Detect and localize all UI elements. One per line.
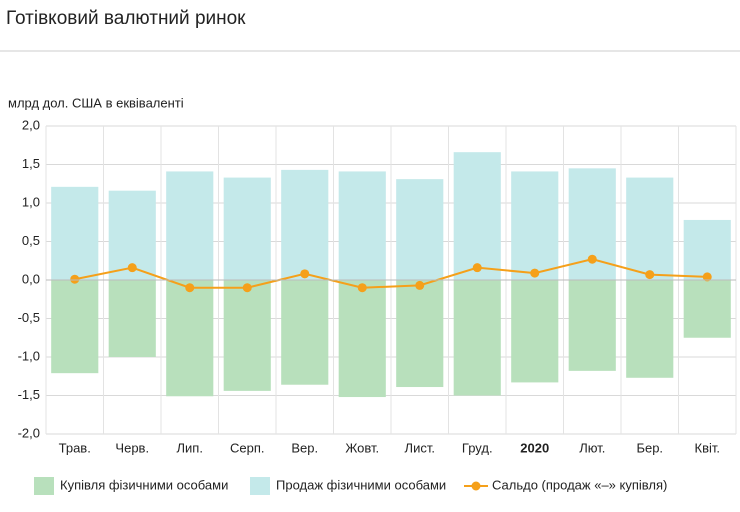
point — [70, 274, 80, 284]
y-tick-label: 2,0 — [22, 117, 40, 132]
x-tick-label: Вер. — [291, 440, 318, 455]
y-tick-label: 0,0 — [22, 271, 40, 286]
legend-label: Продаж фізичними особами — [276, 477, 446, 492]
bar — [108, 280, 156, 357]
point — [127, 263, 137, 273]
bar — [453, 152, 501, 280]
bar — [683, 280, 731, 338]
bar — [223, 280, 271, 391]
legend-label: Сальдо (продаж «–» купівля) — [492, 477, 667, 492]
point — [185, 283, 195, 293]
y-tick-label: -1,0 — [18, 348, 40, 363]
point — [645, 270, 655, 280]
point — [472, 263, 482, 273]
x-tick-label: Жовт. — [345, 440, 379, 455]
y-tick-label: -1,5 — [18, 387, 40, 402]
bar — [281, 280, 329, 385]
bar — [223, 177, 271, 280]
bar — [396, 179, 444, 280]
x-tick-label: Лют. — [579, 440, 605, 455]
line — [74, 258, 708, 289]
x-tick-label: Квіт. — [695, 440, 721, 455]
legend-swatch — [34, 477, 54, 495]
x-tick-label: Черв. — [115, 440, 149, 455]
bar — [281, 169, 329, 280]
point — [587, 254, 597, 264]
bar — [166, 171, 214, 280]
header-divider — [0, 50, 740, 52]
point — [300, 269, 310, 279]
y-tick-label: 1,0 — [22, 194, 40, 209]
y-tick-label: -0,5 — [18, 310, 40, 325]
point — [702, 272, 712, 282]
y-tick-label: 0,5 — [22, 233, 40, 248]
y-tick-label: 1,5 — [22, 156, 40, 171]
x-tick-label: Трав. — [59, 440, 91, 455]
bar — [626, 280, 674, 378]
page-title: Готівковий валютний ринок — [6, 8, 246, 29]
x-tick-label: Лип. — [177, 440, 203, 455]
bar — [453, 280, 501, 396]
y-tick-label: -2,0 — [18, 425, 40, 440]
x-tick-label: Лист. — [405, 440, 435, 455]
bar — [683, 219, 731, 280]
legend-label: Купівля фізичними особами — [60, 477, 228, 492]
x-tick-label: Груд. — [462, 440, 493, 455]
x-tick-label: 2020 — [520, 440, 549, 455]
y-axis-label: млрд дол. США в еквіваленті — [8, 95, 184, 110]
bar — [166, 280, 214, 397]
point — [357, 283, 367, 293]
bar — [51, 280, 99, 374]
bar — [51, 186, 99, 280]
point — [415, 280, 425, 290]
legend-point — [471, 481, 481, 491]
point — [530, 268, 540, 278]
bar — [396, 280, 444, 388]
bar — [338, 171, 386, 280]
x-tick-label: Серп. — [230, 440, 265, 455]
bar — [626, 177, 674, 280]
bar — [338, 280, 386, 398]
bar — [568, 280, 616, 371]
bar — [511, 171, 559, 280]
legend-swatch — [250, 477, 270, 495]
bar — [511, 280, 559, 383]
x-tick-label: Бер. — [636, 440, 663, 455]
point — [242, 283, 252, 293]
